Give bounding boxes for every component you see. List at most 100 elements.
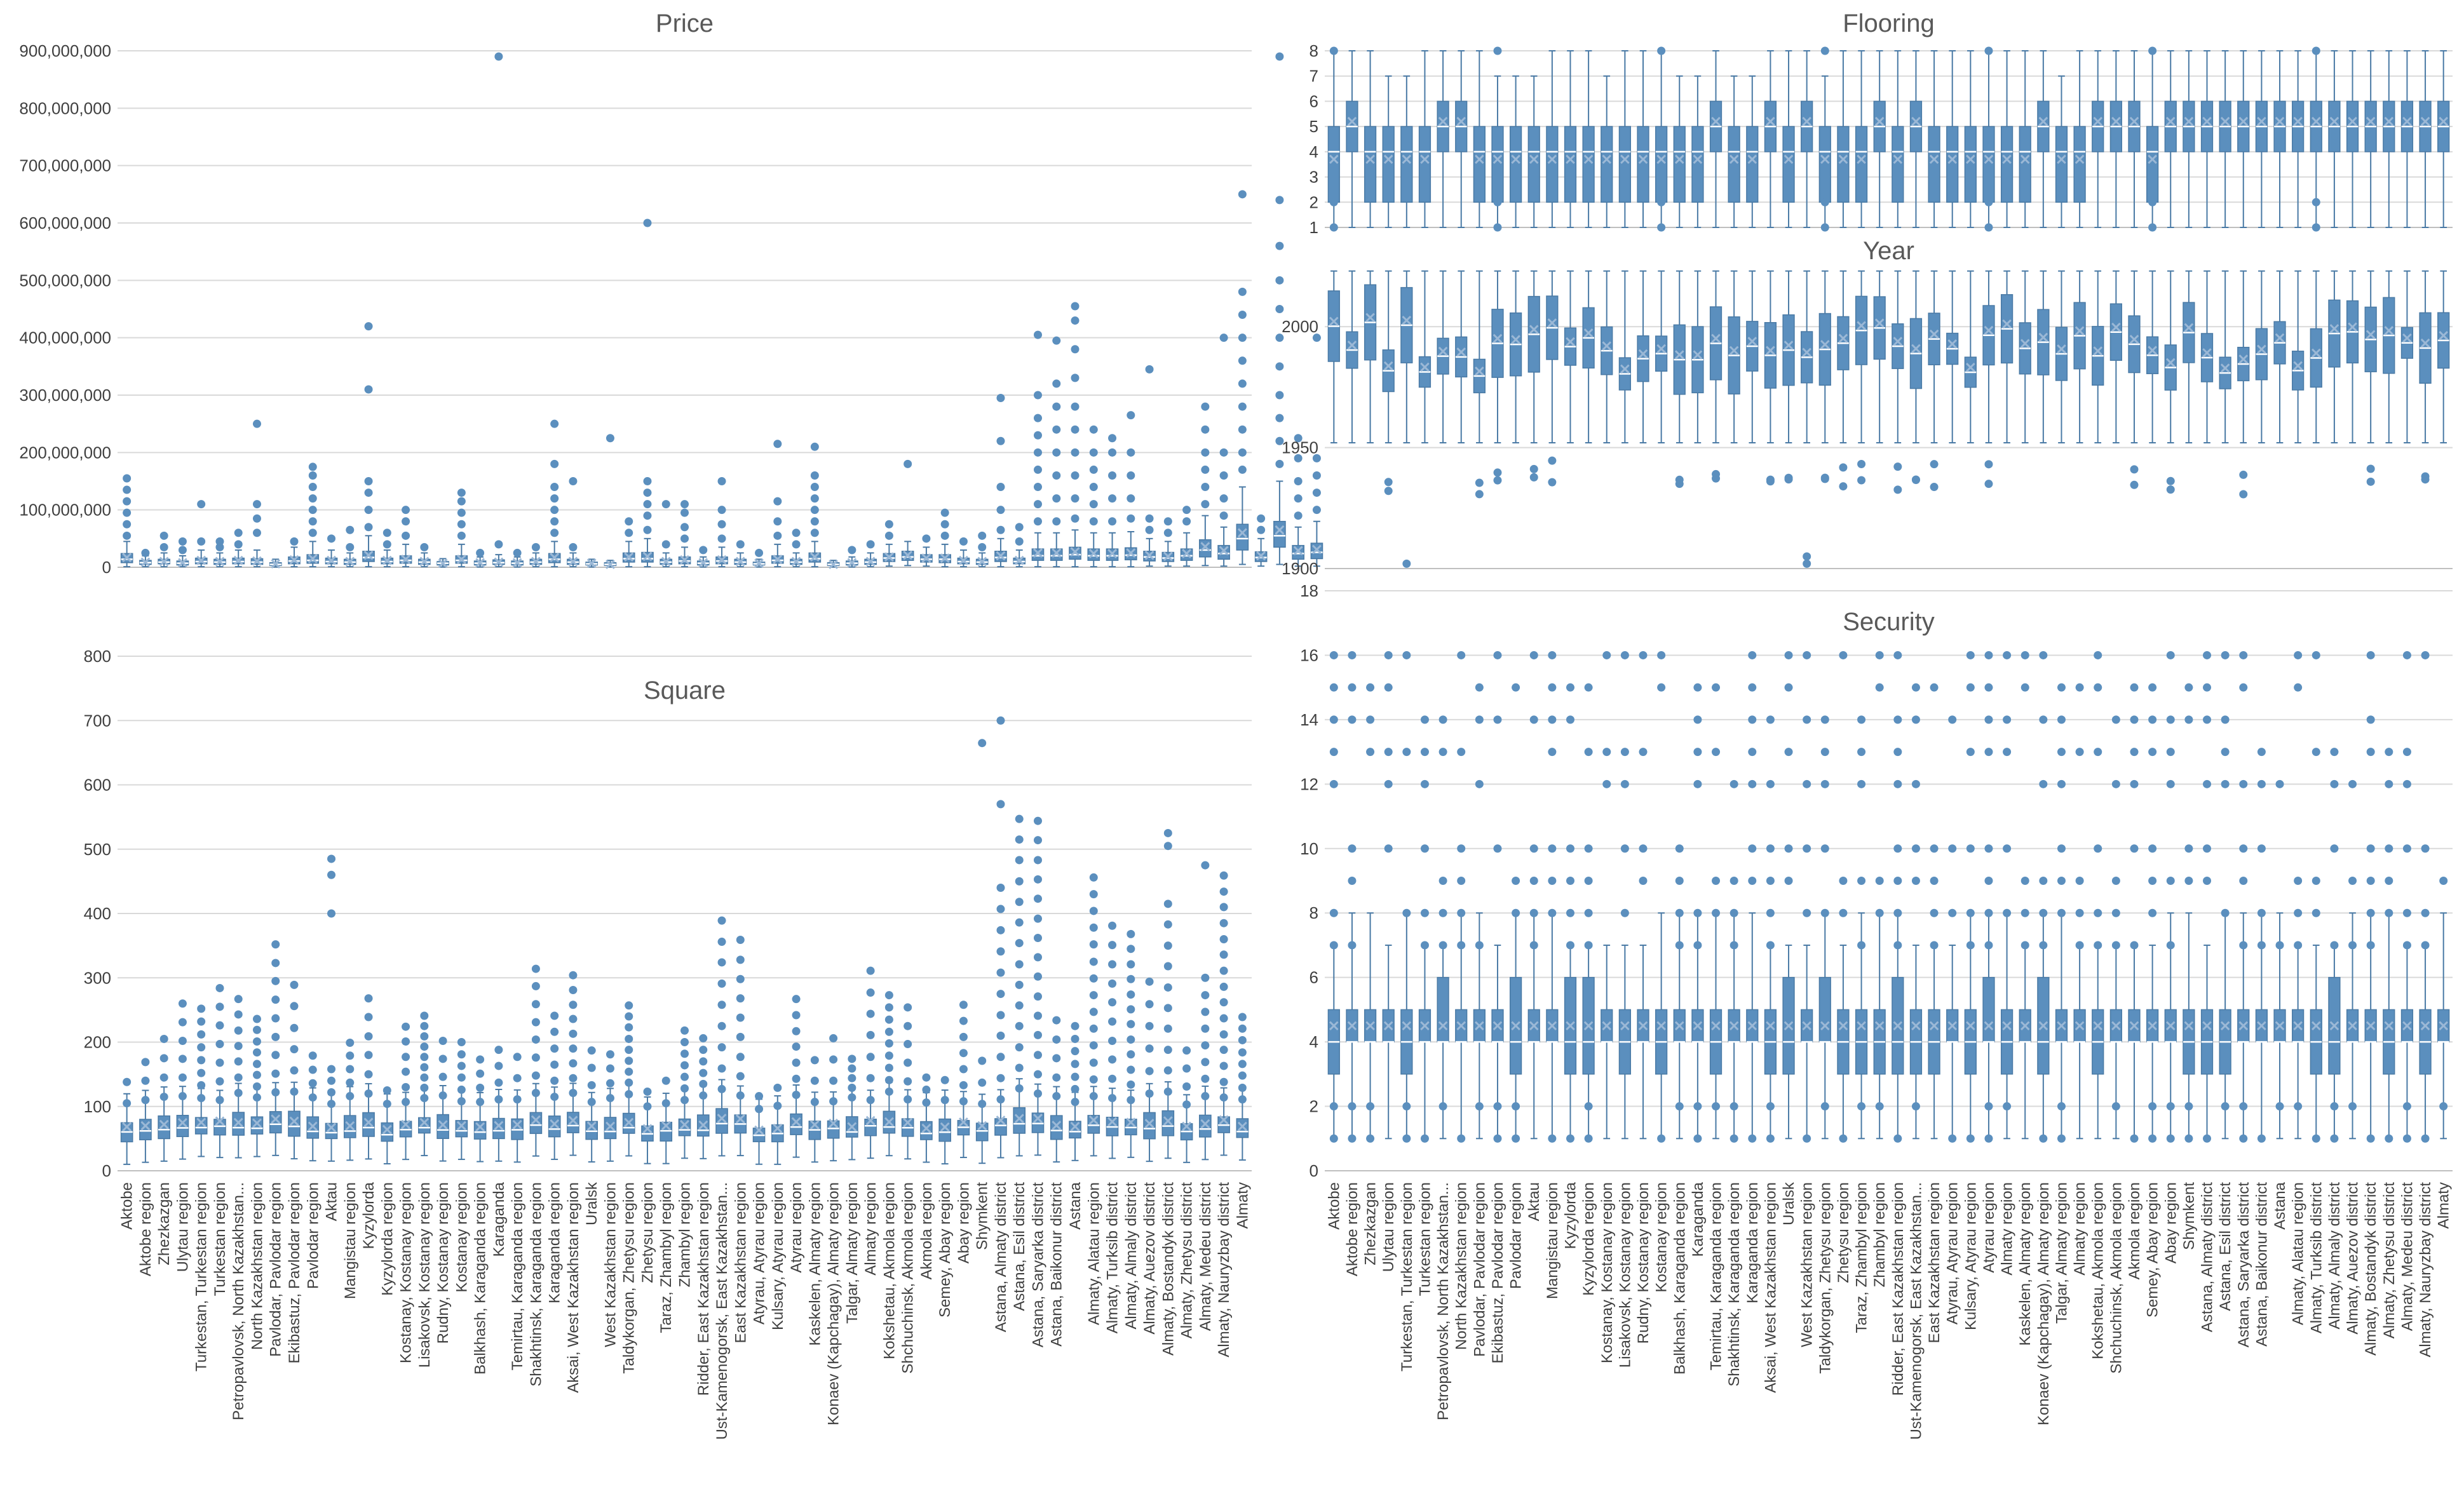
outlier-point <box>1089 940 1098 949</box>
outlier-point <box>736 994 745 1003</box>
outlier-point <box>550 1093 559 1102</box>
outlier-point <box>1620 844 1629 853</box>
mean-marker <box>401 1119 410 1129</box>
outlier-point <box>2094 941 2102 950</box>
mean-marker <box>959 555 968 565</box>
outlier-point <box>327 1076 336 1085</box>
mean-marker <box>1911 116 1921 126</box>
outlier-point <box>1329 908 1338 917</box>
category-label: Temirtau, Karaganda region <box>509 1182 526 1370</box>
outlier-point <box>1052 494 1061 503</box>
mean-marker <box>1566 154 1575 165</box>
outlier-point <box>810 1098 819 1107</box>
outlier-point <box>197 1043 206 1052</box>
outlier-point <box>2330 941 2339 950</box>
outlier-point <box>1108 941 1117 950</box>
outlier-point <box>2294 877 2303 885</box>
category-label: Taldykorgan, Zhetysu region <box>621 1182 638 1374</box>
outlier-point <box>1857 1102 1866 1111</box>
category-label: Lisakovsk, Kostanay region <box>1616 1182 1634 1368</box>
outlier-point <box>2184 1102 2193 1111</box>
mean-marker <box>884 552 894 562</box>
outlier-point <box>1089 483 1098 492</box>
y-tick-label: 2000 <box>1282 317 1318 336</box>
mean-marker <box>178 1118 187 1128</box>
outlier-point <box>736 936 745 945</box>
outlier-point <box>717 1064 726 1073</box>
box <box>1946 126 1959 203</box>
outlier-point <box>215 1002 224 1011</box>
outlier-point <box>420 1083 429 1092</box>
mean-marker <box>1820 340 1830 349</box>
outlier-point <box>1857 748 1866 757</box>
outlier-point <box>2312 46 2320 55</box>
outlier-point <box>271 1051 280 1060</box>
mean-marker <box>1602 341 1612 351</box>
y-tick-label: 700,000,000 <box>19 156 111 175</box>
outlier-point <box>2402 941 2411 950</box>
outlier-point <box>2094 683 2102 692</box>
outlier-point <box>606 1094 614 1103</box>
outlier-point <box>2039 1134 2048 1143</box>
outlier-point <box>1201 861 1210 870</box>
outlier-point <box>1182 1046 1191 1055</box>
outlier-point <box>2166 485 2175 494</box>
outlier-point <box>848 1074 856 1082</box>
outlier-point <box>290 537 299 546</box>
outlier-point <box>1693 1134 1702 1143</box>
outlier-point <box>1163 962 1172 971</box>
category-label: West Kazakhstan region <box>602 1182 619 1347</box>
mean-marker <box>1475 154 1484 165</box>
outlier-point <box>1275 52 1284 61</box>
outlier-point <box>996 947 1005 956</box>
category-label: Kulsary, Atyrau region <box>1962 1182 1979 1330</box>
outlier-point <box>569 1029 578 1038</box>
outlier-point <box>1803 1134 1811 1143</box>
outlier-point <box>736 1053 745 1062</box>
outlier-point <box>1275 196 1284 205</box>
mean-marker <box>382 555 392 565</box>
outlier-point <box>1071 425 1080 434</box>
outlier-point <box>717 938 726 947</box>
mean-marker <box>1163 1116 1173 1126</box>
outlier-point <box>1108 998 1117 1007</box>
outlier-point <box>1052 336 1061 345</box>
box <box>325 1122 338 1140</box>
outlier-point <box>2021 650 2029 659</box>
outlier-point <box>736 1032 745 1041</box>
mean-marker <box>2111 116 2121 126</box>
outlier-point <box>866 540 875 549</box>
outlier-point <box>2366 650 2375 659</box>
outlier-point <box>1201 448 1210 457</box>
category-label: Aktau <box>323 1182 341 1221</box>
outlier-point <box>773 517 782 526</box>
outlier-point <box>680 1026 689 1035</box>
mean-marker <box>1107 1117 1117 1127</box>
category-label: Almaty, Bostandyk district <box>1160 1182 1177 1356</box>
category-label: Almaty, Auezov district <box>1141 1182 1158 1335</box>
outlier-point <box>1966 748 1975 757</box>
mean-marker <box>1237 528 1247 538</box>
box <box>1818 126 1831 203</box>
outlier-point <box>1766 941 1775 950</box>
outlier-point <box>1145 525 1154 534</box>
mean-marker <box>2057 154 2066 165</box>
outlier-point <box>625 517 633 526</box>
outlier-point <box>717 520 726 529</box>
outlier-point <box>457 1062 466 1070</box>
outlier-point <box>1620 908 1629 917</box>
outlier-point <box>2366 877 2375 885</box>
outlier-point <box>2439 877 2448 885</box>
outlier-point <box>1402 748 1411 757</box>
outlier-point <box>2111 715 2120 724</box>
outlier-point <box>792 529 801 537</box>
y-tick-label: 1950 <box>1282 438 1318 457</box>
mean-marker <box>1014 1114 1024 1124</box>
outlier-point <box>1108 921 1117 930</box>
outlier-point <box>866 1053 875 1062</box>
outlier-point <box>699 1079 708 1088</box>
outlier-point <box>1820 46 1829 55</box>
mean-marker <box>1766 346 1775 356</box>
outlier-point <box>2021 683 2029 692</box>
